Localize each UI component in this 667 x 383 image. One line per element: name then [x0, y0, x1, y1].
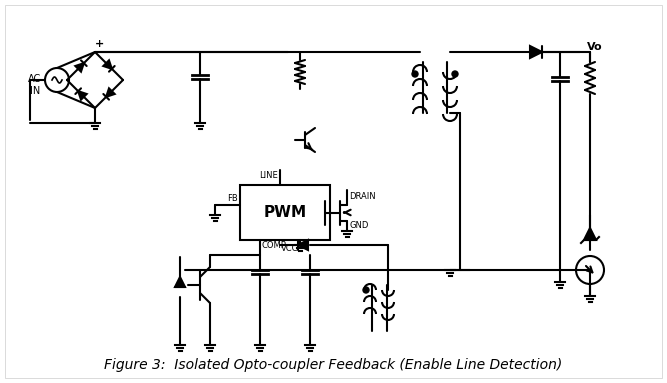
- Text: +: +: [95, 39, 105, 49]
- Polygon shape: [106, 88, 115, 97]
- Polygon shape: [584, 228, 596, 240]
- Polygon shape: [103, 61, 112, 69]
- Text: AC
IN: AC IN: [29, 74, 41, 96]
- Polygon shape: [298, 240, 308, 250]
- Circle shape: [412, 71, 418, 77]
- Text: Vo: Vo: [587, 42, 603, 52]
- Text: FB: FB: [227, 193, 238, 203]
- Text: DRAIN: DRAIN: [349, 192, 376, 201]
- Polygon shape: [78, 91, 87, 100]
- Text: GND: GND: [349, 221, 368, 230]
- Text: Figure 3:  Isolated Opto-coupler Feedback (Enable Line Detection): Figure 3: Isolated Opto-coupler Feedback…: [104, 358, 563, 372]
- Polygon shape: [530, 46, 542, 58]
- Text: LINE: LINE: [259, 170, 278, 180]
- Polygon shape: [75, 63, 84, 72]
- FancyBboxPatch shape: [240, 185, 330, 240]
- Text: PWM: PWM: [263, 205, 307, 220]
- Text: VCC: VCC: [281, 244, 298, 252]
- Text: COMP: COMP: [262, 241, 287, 249]
- Polygon shape: [175, 277, 185, 287]
- Circle shape: [452, 71, 458, 77]
- Circle shape: [363, 287, 369, 293]
